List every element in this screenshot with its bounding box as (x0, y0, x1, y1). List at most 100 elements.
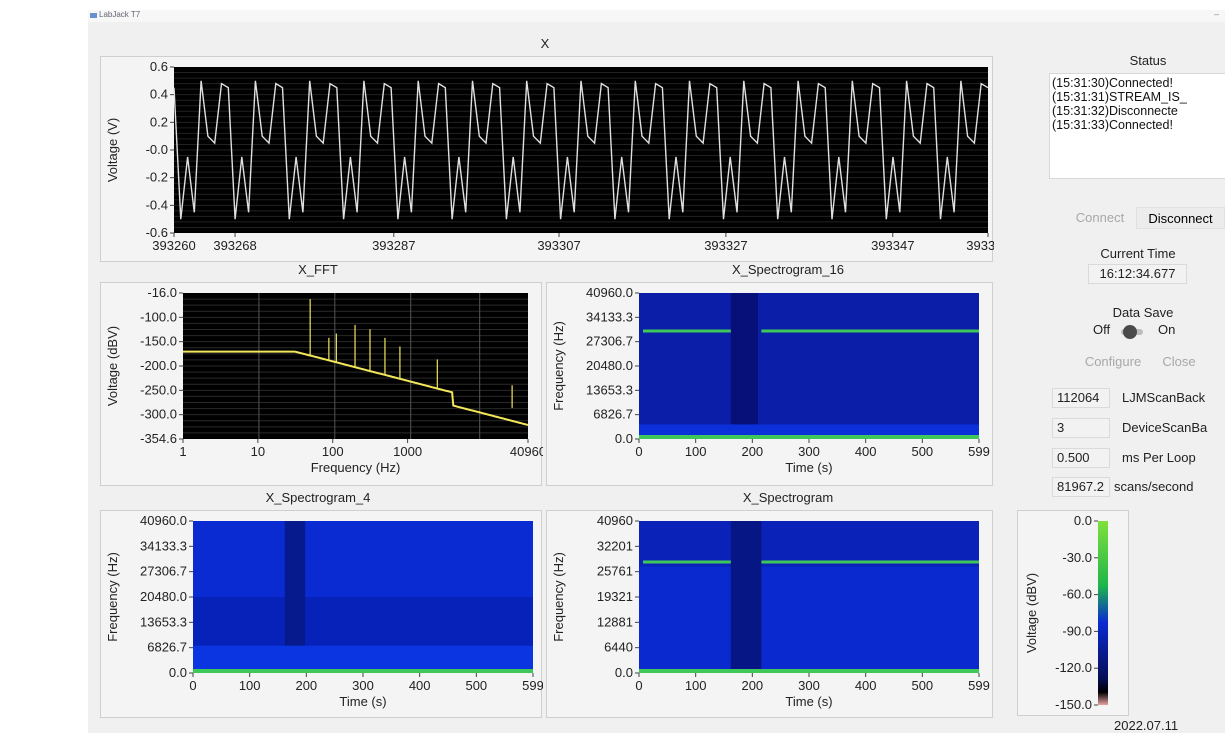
data-save-label: Data Save (1112, 305, 1174, 320)
colorbar: 0.0 -30.0 -60.0 -90.0 -120.0 -150.0 Voltage (d… (1017, 510, 1129, 716)
y-axis-label: Voltage (dBV) (105, 326, 120, 406)
spectrogram-band (730, 293, 758, 439)
x-waveform-plot: 0.6 0.4 0.2 -0.0 -0.2 -0.4 -0.6 393260 393268 393… (100, 56, 994, 262)
y-tick-label: -300.0 (140, 407, 177, 422)
window-title: LabJack T7 (99, 10, 141, 19)
spectrogram-band (193, 645, 533, 673)
footer-date: 2022.07.11 (1114, 718, 1179, 733)
y-tick-label: -250.0 (140, 382, 177, 397)
status-label: Status (1129, 53, 1167, 68)
app-window: LabJack T7 – X 0.6 0.4 0.2 -0.0 -0.2 -0.4 -0.6… (88, 9, 1225, 733)
connect-button[interactable]: Connect (1075, 210, 1125, 225)
y-tick-label: 40960 (597, 513, 633, 528)
y-tick-label: 27306.7 (586, 334, 633, 349)
x-axis-label: Time (s) (785, 460, 832, 475)
y-tick-label: 32201 (597, 538, 633, 553)
x-tick-label: 599 (968, 444, 990, 459)
param-value-field[interactable]: 112064 (1052, 388, 1110, 408)
y-tick-label: -150.0 (140, 334, 177, 349)
minimize-button[interactable]: – (1213, 9, 1219, 19)
x-tick-label: 300 (798, 444, 820, 459)
colorbar-tick-label: 0.0 (1074, 513, 1092, 528)
x-axis-label: Time (s) (339, 694, 386, 709)
data-save-off-label: Off (1093, 322, 1111, 337)
spectrogram-plot: 40960 32201 25761 19321 12881 6440 0.0 0 100 200 3… (546, 510, 993, 718)
fft-plot-title: X_FFT (298, 262, 338, 277)
status-line: (15:31:30)Connected! (1052, 76, 1173, 90)
y-tick-label: 0.0 (169, 665, 187, 680)
x-tick-label: 100 (322, 444, 344, 459)
param-label: LJMScanBack (1122, 390, 1206, 405)
current-time-display: 16:12:34.677 (1088, 264, 1187, 284)
y-tick-label: 0.6 (150, 59, 168, 74)
spectrogram-band (284, 521, 306, 673)
x-tick-label: 1000 (393, 444, 422, 459)
x-tick-label: 10 (251, 444, 265, 459)
param-value-field[interactable]: 0.500 (1052, 448, 1110, 468)
x-tick-label: 400 (855, 444, 877, 459)
x-tick-label: 393347 (871, 238, 914, 253)
x-axis-label: Frequency (Hz) (311, 460, 401, 475)
configure-button[interactable]: Configure (1084, 354, 1142, 369)
x-tick-label: 599 (522, 678, 543, 693)
x-tick-label: 400 (409, 678, 431, 693)
x-tick-label: 200 (741, 444, 763, 459)
status-line: (15:31:33)Connected! (1052, 118, 1173, 132)
spectrogram-title: X_Spectrogram (742, 490, 834, 505)
spectrogram16-plot: 40960.0 34133.3 27306.7 20480.0 13653.3 6826.… (546, 282, 993, 486)
spectrogram-band (193, 521, 533, 597)
y-tick-label: 13653.3 (586, 382, 633, 397)
y-tick-label: 6826.7 (147, 640, 187, 655)
x-axis-label: Time (s) (785, 694, 832, 709)
y-tick-label: 25761 (597, 564, 633, 579)
y-tick-label: 0.2 (150, 114, 168, 129)
x-tick-label: 599 (968, 678, 990, 693)
y-tick-label: 6440 (604, 640, 633, 655)
y-tick-label: -0.2 (146, 170, 168, 185)
x-tick-label: 500 (911, 678, 933, 693)
status-log[interactable]: (15:31:30)Connected! (15:31:31)STREAM_IS… (1049, 73, 1225, 179)
y-tick-label: 20480.0 (140, 589, 187, 604)
spectrogram4-title: X_Spectrogram_4 (265, 490, 371, 505)
close-button[interactable]: Close (1162, 354, 1196, 369)
x-tick-label: 200 (741, 678, 763, 693)
app-icon (90, 13, 97, 18)
colorbar-tick-label: -150.0 (1055, 697, 1092, 712)
colorbar-label: Voltage (dBV) (1024, 573, 1039, 653)
x-tick-label: 0 (189, 678, 196, 693)
current-time-label: Current Time (1100, 246, 1176, 261)
x-tick-label: 500 (911, 444, 933, 459)
spectrogram-baseline (639, 669, 979, 673)
x-tick-label: 300 (352, 678, 374, 693)
data-save-on-label: On (1158, 322, 1176, 337)
fft-trace (183, 350, 529, 426)
x-tick-label: 500 (465, 678, 487, 693)
status-line: (15:31:31)STREAM_IS_ (1052, 90, 1187, 104)
x-tick-label: 393307 (537, 238, 580, 253)
x-tick-label: 100 (685, 444, 707, 459)
x-tick-label: 100 (239, 678, 261, 693)
y-tick-label: 0.4 (150, 87, 168, 102)
spectrogram-band (639, 566, 979, 673)
y-tick-label: 6826.7 (593, 407, 633, 422)
spectrogram16-title: X_Spectrogram_16 (731, 262, 844, 277)
fft-plot: -16.0 -100.0 -150.0 -200.0 -250.0 -300.0 -354.… (100, 282, 543, 486)
y-tick-label: -0.4 (146, 197, 168, 212)
spectrogram4-plot: 40960.0 34133.3 27306.7 20480.0 13653.3 6826.… (100, 510, 543, 718)
title-bar: LabJack T7 – (88, 9, 1225, 22)
y-tick-label: 34133.3 (140, 538, 187, 553)
param-value-field[interactable]: 81967.2 (1052, 477, 1110, 497)
param-value-field[interactable]: 3 (1052, 418, 1110, 438)
spectrogram-baseline (639, 435, 979, 439)
disconnect-button[interactable]: Disconnect (1136, 207, 1225, 229)
y-tick-label: 40960.0 (586, 285, 633, 300)
x-tick-label: 0 (635, 444, 642, 459)
data-save-toggle[interactable] (1121, 325, 1143, 339)
y-axis-label: Frequency (Hz) (551, 321, 566, 411)
y-tick-label: 19321 (597, 589, 633, 604)
x-tick-label: 300 (798, 678, 820, 693)
y-tick-label: 34133.3 (586, 309, 633, 324)
y-tick-label: 12881 (597, 614, 633, 629)
colorbar-gradient (1098, 521, 1108, 705)
y-tick-label: -200.0 (140, 358, 177, 373)
